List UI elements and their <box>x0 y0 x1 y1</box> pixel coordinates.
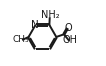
Text: NH₂: NH₂ <box>41 10 60 20</box>
Text: OH: OH <box>63 35 78 45</box>
Text: CH₃: CH₃ <box>13 35 29 44</box>
Text: N: N <box>31 20 39 30</box>
Text: O: O <box>65 23 73 33</box>
